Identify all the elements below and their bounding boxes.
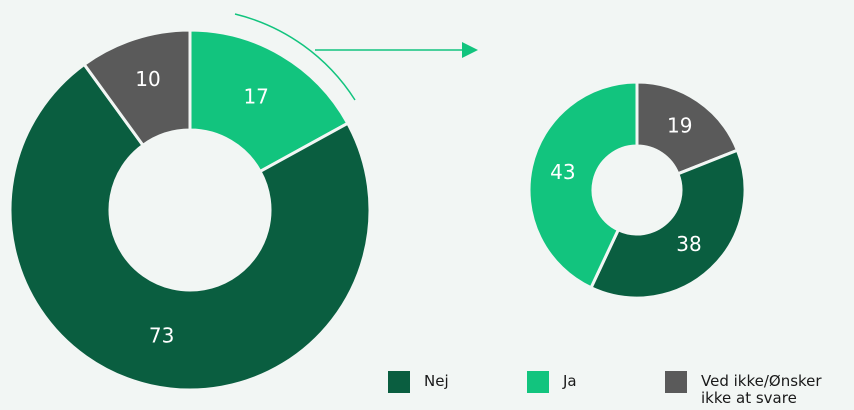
legend-item: Ved ikke/Ønsker ikke at svare [665,371,841,407]
legend-swatch [665,371,687,393]
slice-label: 38 [676,232,701,256]
legend-label: Ved ikke/Ønsker ikke at svare [701,372,822,407]
legend-swatch [527,371,549,393]
slice [188,28,350,174]
slice [8,62,372,392]
legend-label: Ja [563,372,577,390]
slice-label: 73 [149,323,174,347]
slice [635,80,740,176]
slice-label: 43 [550,160,575,184]
slice-label: 17 [243,85,268,109]
slice [589,148,747,300]
slice [527,80,639,290]
slice-label: 19 [667,114,692,138]
slice [82,28,192,148]
legend-swatch [388,371,410,393]
legend-item: Nej [388,371,564,393]
legend-item: Ja [527,371,703,393]
legend-label: Nej [424,372,449,390]
arrow-head [462,42,478,58]
slice-label: 10 [135,67,160,91]
decor-arc [234,13,356,101]
